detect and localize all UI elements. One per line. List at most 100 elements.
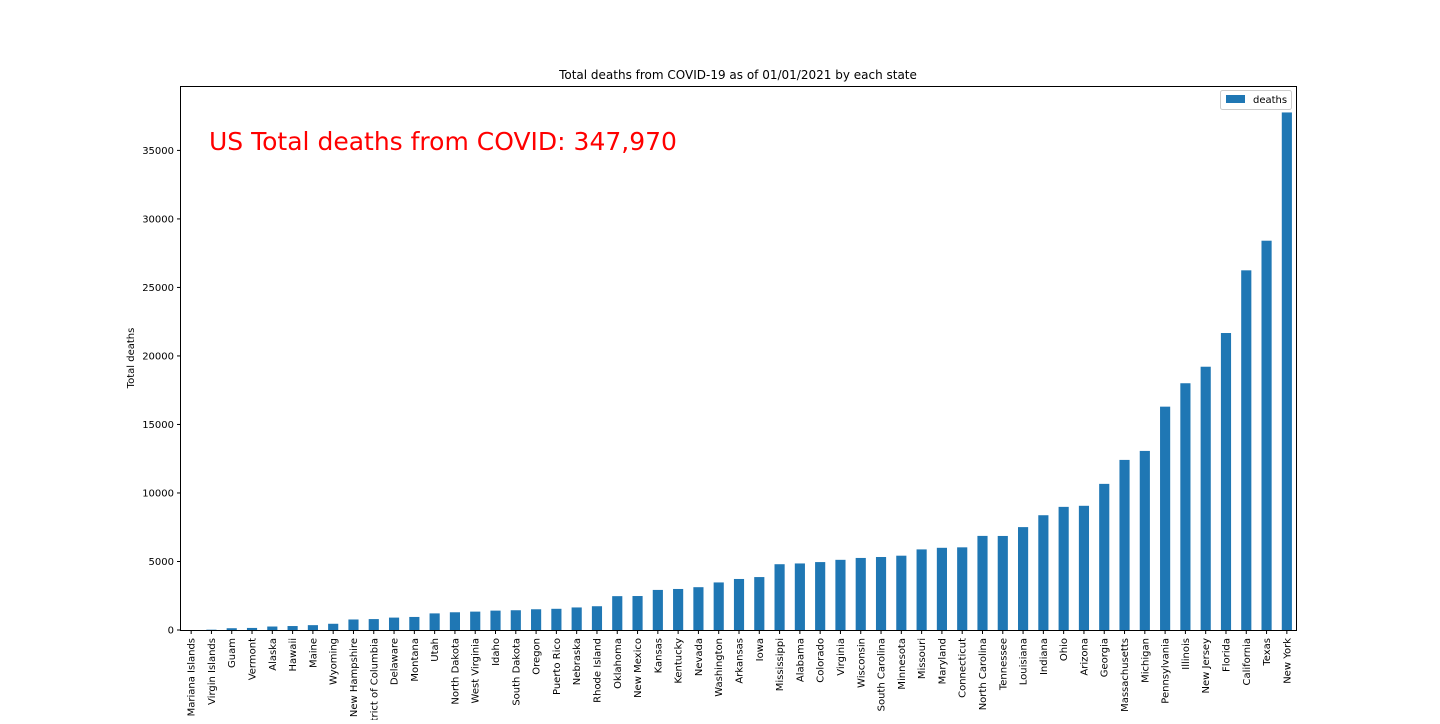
x-tick-label: Minnesota <box>897 638 908 690</box>
x-tick-label: Arkansas <box>735 638 746 684</box>
bar-new-mexico <box>632 596 642 630</box>
legend: deaths <box>1221 91 1292 110</box>
x-tick-label: District of Columbia <box>369 638 380 720</box>
bar-new-hampshire <box>348 619 358 630</box>
y-tick-label: 10000 <box>142 488 174 499</box>
bar-utah <box>430 613 440 630</box>
bar-oregon <box>531 609 541 630</box>
x-tick-label: Pennsylvania <box>1161 638 1172 704</box>
bar-new-jersey <box>1201 367 1211 630</box>
bar-idaho <box>490 611 500 630</box>
bar-georgia <box>1099 484 1109 630</box>
x-tick-label: Georgia <box>1100 638 1111 677</box>
x-tick-label: California <box>1242 638 1253 686</box>
x-tick-label: Northern Mariana Islands <box>187 638 198 720</box>
bar-north-dakota <box>450 612 460 630</box>
bar-west-virginia <box>470 612 480 630</box>
bar-massachusetts <box>1119 460 1129 630</box>
bar-rhode-island <box>592 606 602 630</box>
x-tick-label: South Dakota <box>511 638 522 706</box>
x-tick-label: Alabama <box>795 638 806 682</box>
bar-puerto-rico <box>551 609 561 630</box>
x-tick-label: Guam <box>227 638 238 668</box>
bar-delaware <box>389 618 399 630</box>
bar-oklahoma <box>612 596 622 630</box>
x-tick-label: New York <box>1282 638 1293 684</box>
bar-hawaii <box>288 626 298 630</box>
x-tick-label: Virginia <box>836 638 847 676</box>
y-tick-label: 5000 <box>149 557 174 568</box>
x-tick-label: Hawaii <box>288 638 299 672</box>
bar-kansas <box>653 590 663 630</box>
x-tick-label: New Mexico <box>633 638 644 698</box>
y-tick-label: 20000 <box>142 351 174 362</box>
bar-florida <box>1221 333 1231 630</box>
bar-south-dakota <box>511 610 521 630</box>
x-tick-label: Montana <box>410 638 421 682</box>
x-tick-label: New Jersey <box>1201 638 1212 694</box>
chart-title: Total deaths from COVID-19 as of 01/01/2… <box>558 68 917 82</box>
x-tick-label: West Virginia <box>471 638 482 703</box>
x-tick-label: Mississippi <box>775 638 786 691</box>
bar-pennsylvania <box>1160 407 1170 630</box>
bar-connecticut <box>957 547 967 630</box>
bar-california <box>1241 270 1251 630</box>
x-tick-label: Colorado <box>816 638 827 683</box>
x-tick-label: Utah <box>430 638 441 662</box>
bar-arizona <box>1079 506 1089 630</box>
bar-montana <box>409 617 419 630</box>
y-tick-label: 35000 <box>142 146 174 157</box>
x-tick-label: Puerto Rico <box>552 638 563 695</box>
bar-maine <box>308 625 318 630</box>
bar-guam <box>227 628 237 630</box>
bar-texas <box>1261 241 1271 630</box>
x-tick-label: Idaho <box>491 638 502 666</box>
x-tick-label: Delaware <box>390 638 401 685</box>
bar-nevada <box>693 587 703 630</box>
bar-nebraska <box>572 607 582 630</box>
y-tick-label: 30000 <box>142 214 174 225</box>
y-tick-label: 15000 <box>142 420 174 431</box>
bar-missouri <box>917 549 927 630</box>
x-tick-label: New Hampshire <box>349 638 360 717</box>
x-tick-label: Washington <box>714 638 725 697</box>
x-tick-label: North Carolina <box>978 638 989 710</box>
bar-louisiana <box>1018 527 1028 630</box>
bar-alabama <box>795 563 805 630</box>
bar-wyoming <box>328 624 338 630</box>
bar-virginia <box>835 560 845 630</box>
x-tick-label: Ohio <box>1059 638 1070 661</box>
total-deaths-annotation: US Total deaths from COVID: 347,970 <box>209 127 677 156</box>
x-tick-label: Kansas <box>653 638 664 673</box>
bar-new-york <box>1282 112 1292 630</box>
x-tick-label: Wisconsin <box>856 638 867 688</box>
bar-arkansas <box>734 579 744 630</box>
x-tick-label: Alaska <box>268 638 279 671</box>
x-tick-label: North Dakota <box>450 638 461 705</box>
y-tick-label: 0 <box>168 626 174 637</box>
legend-swatch <box>1226 95 1245 103</box>
bar-washington <box>714 582 724 630</box>
x-tick-label: Arizona <box>1079 638 1090 676</box>
x-tick-label: South Carolina <box>877 638 888 711</box>
bar-maryland <box>937 548 947 630</box>
x-tick-label: Kentucky <box>674 638 685 684</box>
x-tick-label: Massachusetts <box>1120 638 1131 712</box>
x-tick-label: Maine <box>308 638 319 668</box>
x-tick-label: Iowa <box>755 638 766 661</box>
bar-vermont <box>247 628 257 630</box>
bar-north-carolina <box>977 536 987 630</box>
bar-alaska <box>267 627 277 630</box>
bar-michigan <box>1140 451 1150 630</box>
x-tick-label: Florida <box>1221 638 1232 672</box>
bar-wisconsin <box>856 558 866 630</box>
x-tick-label: Indiana <box>1039 638 1050 675</box>
x-tick-label: Tennessee <box>998 638 1009 691</box>
bars-layer <box>206 112 1292 630</box>
bar-ohio <box>1059 507 1069 630</box>
x-tick-label: Maryland <box>937 638 948 684</box>
